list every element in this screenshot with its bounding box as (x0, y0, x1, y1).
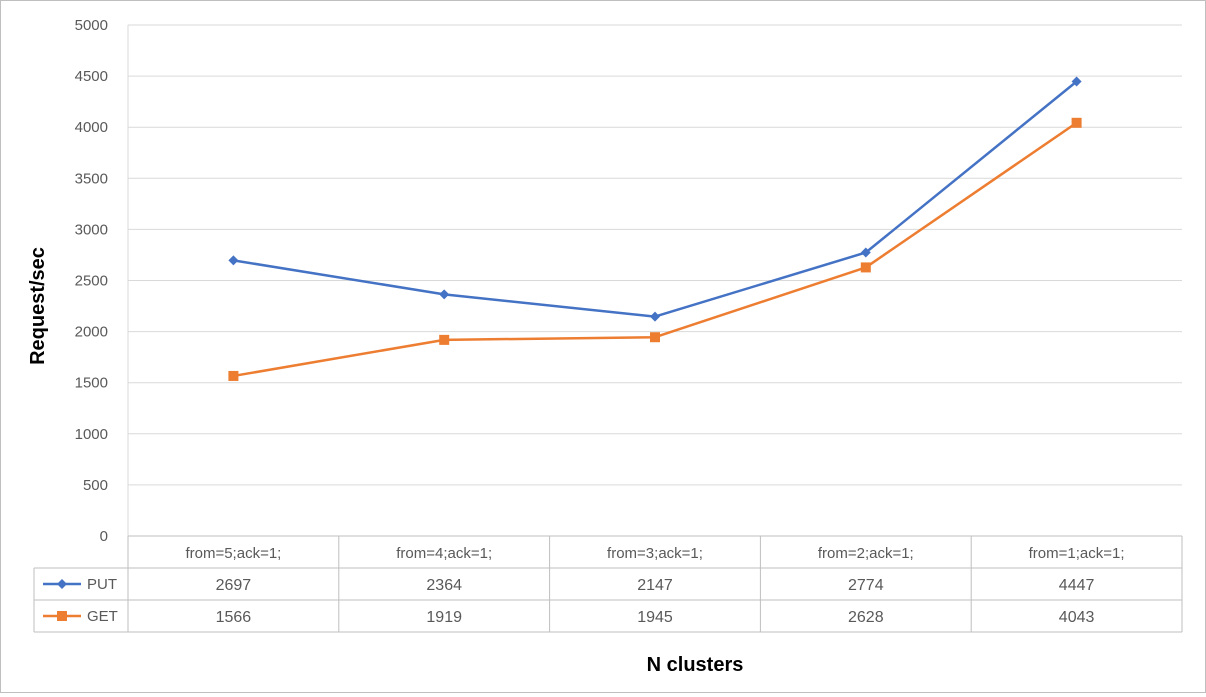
data-point-put (228, 255, 239, 266)
y-axis-title: Request/sec (27, 247, 49, 365)
data-point-get (1071, 117, 1082, 128)
data-point-get (439, 334, 450, 345)
table-cell-value: 1566 (216, 609, 252, 626)
y-tick-label: 3000 (75, 221, 108, 238)
table-cell-value: 2147 (637, 577, 673, 594)
data-point-put (650, 311, 660, 322)
legend-label: GET (87, 608, 118, 625)
data-point-put (860, 247, 871, 258)
category-label: from=4;ack=1; (396, 545, 492, 562)
y-tick-label: 4000 (75, 119, 108, 136)
y-tick-label: 2500 (75, 273, 108, 290)
table-cell-value: 4043 (1059, 609, 1095, 626)
category-label: from=3;ack=1; (607, 545, 703, 562)
series-line-put (233, 80, 1078, 318)
legend-key-marker (57, 611, 67, 621)
gridlines (127, 24, 1182, 536)
legend-label: PUT (87, 576, 117, 593)
category-label: from=5;ack=1; (185, 545, 281, 562)
y-axis-ticks: 0 500 1000 1500 2000 2500 3000 3500 4000 4500 5000 (75, 17, 108, 545)
table-cell-value: 4447 (1059, 577, 1095, 594)
data-point-get (860, 262, 871, 273)
data-table: from=5;ack=1; from=4;ack=1; from=3;ack=1; f… (33, 535, 1183, 633)
data-point-get (228, 370, 239, 381)
legend-key-marker (57, 579, 67, 589)
y-tick-label: 1000 (75, 426, 108, 443)
table-cell-value: 2697 (216, 577, 252, 594)
table-cell-value: 2628 (848, 609, 884, 626)
category-label: from=1;ack=1; (1029, 545, 1125, 562)
y-tick-label: 4500 (75, 68, 108, 85)
series-markers (228, 76, 1082, 381)
y-tick-label: 1500 (75, 375, 108, 392)
table-cell-value: 1945 (637, 609, 673, 626)
y-tick-label: 5000 (75, 17, 108, 34)
data-point-get (650, 332, 660, 343)
y-tick-label: 2000 (75, 324, 108, 341)
y-tick-label: 3500 (75, 170, 108, 187)
table-cell-value: 2774 (848, 577, 884, 594)
x-axis-title: N clusters (647, 654, 744, 676)
table-cell-value: 2364 (426, 577, 462, 594)
category-label: from=2;ack=1; (818, 545, 914, 562)
data-point-put (1071, 76, 1082, 87)
table-cell-value: 1919 (426, 609, 462, 626)
data-point-put (439, 289, 450, 300)
y-tick-label: 500 (83, 477, 108, 494)
y-tick-label: 0 (100, 528, 108, 545)
